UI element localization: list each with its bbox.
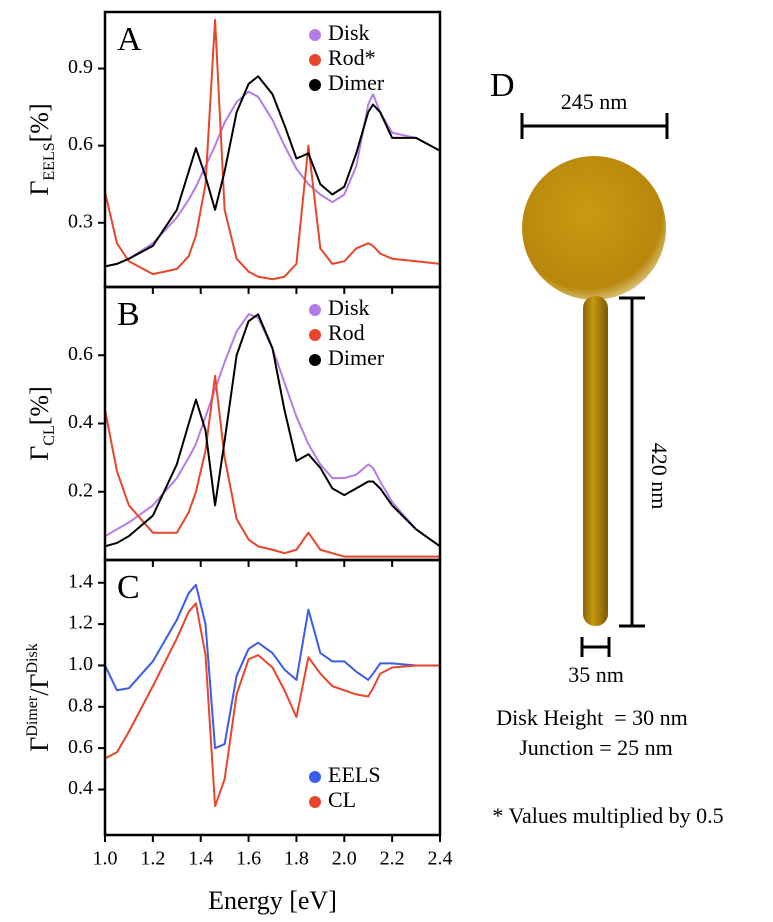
note: Disk Height = 30 nm: [496, 705, 687, 730]
legend-label: Disk: [328, 20, 370, 45]
x-tick-label: 1.2: [140, 848, 165, 870]
data-line: [105, 18, 440, 281]
legend-label: Rod: [328, 320, 365, 345]
x-tick-label: 2.0: [332, 848, 357, 870]
y-axis-label-part: [%]: [25, 103, 54, 142]
legend-label: CL: [328, 787, 356, 812]
data-line: [105, 90, 440, 268]
y-axis-label-part: /Γ: [25, 674, 54, 696]
y-tick-label: 0.4: [68, 777, 93, 799]
y-axis-label-part: Disk: [24, 643, 41, 673]
data-line: [105, 75, 440, 268]
panel-label: C: [117, 569, 140, 606]
data-line: [105, 313, 440, 548]
y-axis-label-part: EELS: [41, 142, 58, 180]
diagram: D 245 nm 420 nm 35 nm Disk Height = 30 n…: [490, 67, 724, 828]
legend-marker: [309, 329, 321, 341]
dimension-label: 420 nm: [647, 443, 672, 510]
legend-label: Disk: [328, 295, 370, 320]
y-axis-label-part: [%]: [25, 386, 54, 425]
y-tick-label: 0.6: [68, 343, 93, 365]
y-tick-label: 1.4: [68, 570, 93, 592]
y-tick-label: 0.6: [68, 736, 93, 758]
plot-frame: [103, 10, 442, 289]
x-tick-label: 2.4: [428, 848, 453, 870]
y-tick-label: 1.2: [68, 612, 93, 634]
legend-label: Dimer: [328, 345, 385, 370]
y-axis-label-part: Γ: [25, 181, 54, 196]
legend-label: EELS: [328, 762, 381, 787]
panel-label: B: [117, 296, 140, 333]
y-axis-label-part: Γ: [25, 446, 54, 461]
panel-label: A: [117, 21, 142, 58]
legend-marker: [309, 79, 321, 91]
y-tick-label: 0.3: [68, 210, 93, 232]
y-axis-label-part: CL: [41, 425, 58, 445]
legend-marker: [309, 29, 321, 41]
plot-frame: [103, 285, 442, 562]
rod: [583, 296, 608, 626]
y-tick-label: 1.0: [68, 653, 93, 675]
x-tick-label: 1.4: [188, 848, 213, 870]
y-axis-label-part: Dimer: [24, 695, 41, 737]
disk: [522, 156, 666, 300]
legend-marker: [309, 771, 321, 783]
panel-label: D: [490, 67, 515, 104]
y-tick-label: 0.8: [68, 694, 93, 716]
note: Junction = 25 nm: [519, 735, 673, 760]
y-axis-label: ΓEELS[%]: [25, 103, 58, 195]
y-axis-label: ΓDimer/ΓDisk: [24, 643, 54, 751]
legend-label: Dimer: [328, 70, 385, 95]
data-line: [105, 602, 440, 808]
y-tick-label: 0.4: [68, 411, 93, 433]
legend-marker: [309, 304, 321, 316]
y-axis-label-part: Γ: [25, 737, 54, 752]
legend-marker: [309, 354, 321, 366]
legend-label: Rod*: [328, 45, 376, 70]
dimension-label: 245 nm: [561, 89, 628, 114]
charts: 0.30.60.9A DiskRod*DimerΓEELS[%]0.20.40.6…: [24, 10, 453, 915]
y-tick-label: 0.9: [68, 56, 93, 78]
plot-frame: [103, 558, 442, 837]
x-axis-label: Energy [eV]: [208, 886, 337, 915]
legend-marker: [309, 54, 321, 66]
y-axis-label: ΓCL[%]: [25, 386, 58, 460]
x-tick-label: 2.2: [380, 848, 405, 870]
x-tick-label: 1.8: [284, 848, 309, 870]
x-tick-label: 1.6: [236, 848, 261, 870]
data-line: [105, 583, 440, 750]
x-tick-label: 1.0: [93, 848, 118, 870]
dimension-label: 35 nm: [568, 662, 624, 687]
y-tick-label: 0.6: [68, 133, 93, 155]
data-line: [105, 374, 440, 558]
legend-marker: [309, 796, 321, 808]
footnote: * Values multiplied by 0.5: [492, 803, 723, 828]
y-tick-label: 0.2: [68, 479, 93, 501]
